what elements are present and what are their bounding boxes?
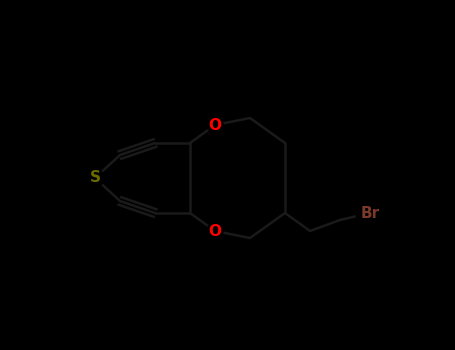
Text: O: O <box>208 224 222 238</box>
Circle shape <box>86 169 104 187</box>
Circle shape <box>356 199 384 227</box>
Circle shape <box>207 223 223 239</box>
Text: S: S <box>90 170 101 186</box>
Text: O: O <box>208 118 222 133</box>
Circle shape <box>207 117 223 133</box>
Text: Br: Br <box>360 205 379 220</box>
